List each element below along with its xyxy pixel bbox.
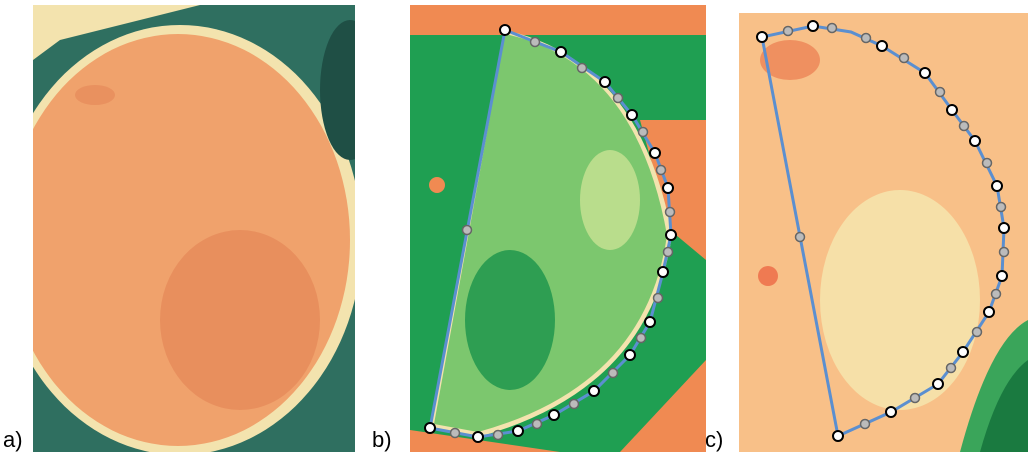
figure: a) b) bbox=[0, 0, 1028, 457]
panel-label: a) bbox=[3, 427, 23, 452]
panel-b-image bbox=[410, 5, 706, 452]
panel-label: b) bbox=[372, 427, 392, 452]
panel-label: c) bbox=[705, 427, 723, 452]
panel-c-image bbox=[739, 13, 1028, 452]
panel-a-image bbox=[0, 5, 380, 455]
